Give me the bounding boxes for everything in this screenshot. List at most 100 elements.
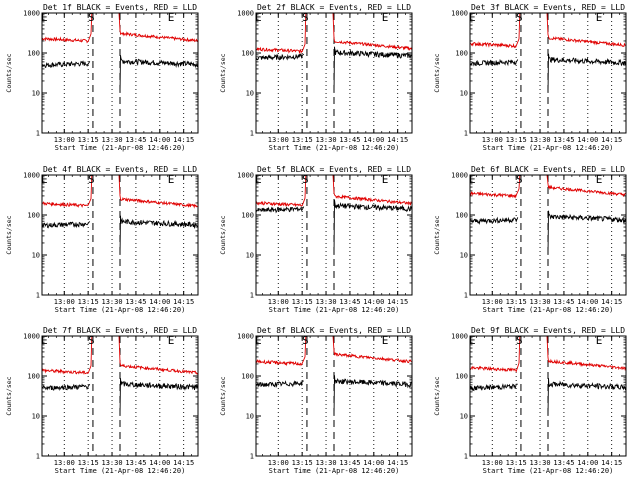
detector-panel: Det 6f BLACK = Events, RED = LLD Counts/s…: [433, 165, 627, 314]
x-tick-label: 13:15: [78, 459, 99, 467]
x-tick-label: 13:45: [553, 136, 574, 144]
plot-frame: [255, 174, 413, 296]
x-tick-label: 14:00: [363, 136, 384, 144]
panel-marker-left: E: [41, 334, 48, 347]
detector-panel: Det 4f BLACK = Events, RED = LLD Counts/s…: [5, 165, 199, 314]
x-tick-label: 13:00: [268, 459, 289, 467]
panel-marker-left: E: [41, 11, 48, 24]
panel-title: Det 6f BLACK = Events, RED = LLD: [471, 165, 625, 174]
panel-title: Det 3f BLACK = Events, RED = LLD: [471, 3, 625, 12]
y-tick-label: 10: [246, 413, 254, 421]
panel-title: Det 5f BLACK = Events, RED = LLD: [257, 165, 411, 174]
y-tick-label: 100: [241, 212, 254, 220]
x-tick-label: 14:15: [387, 136, 408, 144]
x-tick-label: 14:00: [149, 298, 170, 306]
x-tick-label: 13:00: [482, 136, 503, 144]
panel-marker-end: E: [596, 11, 603, 24]
x-tick-label: 13:45: [125, 459, 146, 467]
y-tick-label: 1000: [451, 10, 468, 18]
y-tick-label: 1: [250, 130, 254, 138]
y-tick-label: 100: [27, 373, 40, 381]
panel-marker-start: S: [516, 11, 523, 24]
y-tick-label: 100: [27, 50, 40, 58]
plot-frame: [469, 335, 627, 457]
y-tick-label: 100: [455, 50, 468, 58]
panel-marker-end: E: [382, 173, 389, 186]
x-tick-label: 14:15: [387, 298, 408, 306]
lld-rate-series: [255, 335, 412, 367]
y-axis-label: Counts/sec: [5, 53, 13, 92]
plot-frame: [469, 174, 627, 296]
y-tick-label: 1000: [23, 172, 40, 180]
y-axis-label: Counts/sec: [5, 376, 13, 415]
y-tick-label: 1: [250, 292, 254, 300]
x-tick-label: 14:15: [601, 459, 622, 467]
lld-rate-series: [41, 335, 198, 375]
y-tick-label: 1: [36, 130, 40, 138]
x-tick-label: 13:00: [268, 298, 289, 306]
x-tick-label: 13:30: [316, 136, 337, 144]
panel-marker-left: E: [255, 173, 262, 186]
y-tick-label: 100: [455, 212, 468, 220]
detector-panel: Det 5f BLACK = Events, RED = LLD Counts/s…: [219, 165, 413, 314]
panel-title: Det 1f BLACK = Events, RED = LLD: [43, 3, 197, 12]
plot-frame: [41, 174, 199, 296]
y-tick-label: 1: [464, 130, 468, 138]
panel-marker-start: S: [88, 11, 95, 24]
panel-title: Det 2f BLACK = Events, RED = LLD: [257, 3, 411, 12]
panel-marker-left: E: [41, 173, 48, 186]
detector-panel: Det 7f BLACK = Events, RED = LLD Counts/s…: [5, 326, 199, 475]
y-tick-label: 1: [36, 453, 40, 461]
lld-rate-series: [469, 335, 626, 373]
plot-frame: [255, 335, 413, 457]
events-rate-series: [255, 375, 413, 417]
detector-panel: Det 2f BLACK = Events, RED = LLD Counts/s…: [219, 3, 413, 152]
panel-marker-end: E: [168, 173, 175, 186]
y-axis-label: Counts/sec: [219, 215, 227, 254]
events-rate-series: [41, 378, 199, 417]
y-tick-label: 100: [455, 373, 468, 381]
x-axis-label: Start Time (21-Apr-08 12:46:20): [55, 467, 186, 475]
y-tick-label: 10: [460, 90, 468, 98]
panel-marker-end: E: [382, 334, 389, 347]
x-axis-label: Start Time (21-Apr-08 12:46:20): [269, 306, 400, 314]
x-tick-label: 13:45: [553, 298, 574, 306]
x-tick-label: 14:15: [387, 459, 408, 467]
panel-marker-end: E: [596, 173, 603, 186]
panel-marker-end: E: [596, 334, 603, 347]
detector-panel: Det 9f BLACK = Events, RED = LLD Counts/s…: [433, 326, 627, 475]
panel-marker-left: E: [469, 11, 476, 24]
x-tick-label: 13:30: [316, 298, 337, 306]
panel-marker-start: S: [302, 11, 309, 24]
y-axis-label: Counts/sec: [219, 53, 227, 92]
panel-marker-start: S: [88, 334, 95, 347]
y-tick-label: 1000: [237, 333, 254, 341]
y-tick-label: 1000: [23, 333, 40, 341]
panel-marker-start: S: [516, 334, 523, 347]
x-tick-label: 13:30: [530, 459, 551, 467]
x-tick-label: 13:45: [553, 459, 574, 467]
x-tick-label: 13:00: [482, 298, 503, 306]
x-tick-label: 13:30: [102, 459, 123, 467]
y-tick-label: 1000: [451, 172, 468, 180]
x-tick-label: 13:00: [54, 298, 75, 306]
x-tick-label: 14:15: [601, 298, 622, 306]
detector-panel: Det 3f BLACK = Events, RED = LLD Counts/s…: [433, 3, 627, 152]
plot-frame: [469, 12, 627, 134]
x-axis-label: Start Time (21-Apr-08 12:46:20): [483, 467, 614, 475]
x-tick-label: 13:30: [316, 459, 337, 467]
panel-marker-left: E: [255, 11, 262, 24]
y-tick-label: 100: [241, 373, 254, 381]
detector-panel: Det 8f BLACK = Events, RED = LLD Counts/s…: [219, 326, 413, 475]
events-rate-series: [41, 215, 199, 256]
y-tick-label: 10: [246, 252, 254, 260]
lld-rate-series: [469, 174, 626, 199]
x-tick-label: 13:15: [506, 459, 527, 467]
x-tick-label: 14:00: [149, 459, 170, 467]
y-tick-label: 1: [464, 292, 468, 300]
plot-frame: [255, 12, 413, 134]
y-axis-label: Counts/sec: [433, 215, 441, 254]
x-tick-label: 13:15: [78, 298, 99, 306]
x-tick-label: 13:15: [292, 136, 313, 144]
x-axis-label: Start Time (21-Apr-08 12:46:20): [55, 306, 186, 314]
